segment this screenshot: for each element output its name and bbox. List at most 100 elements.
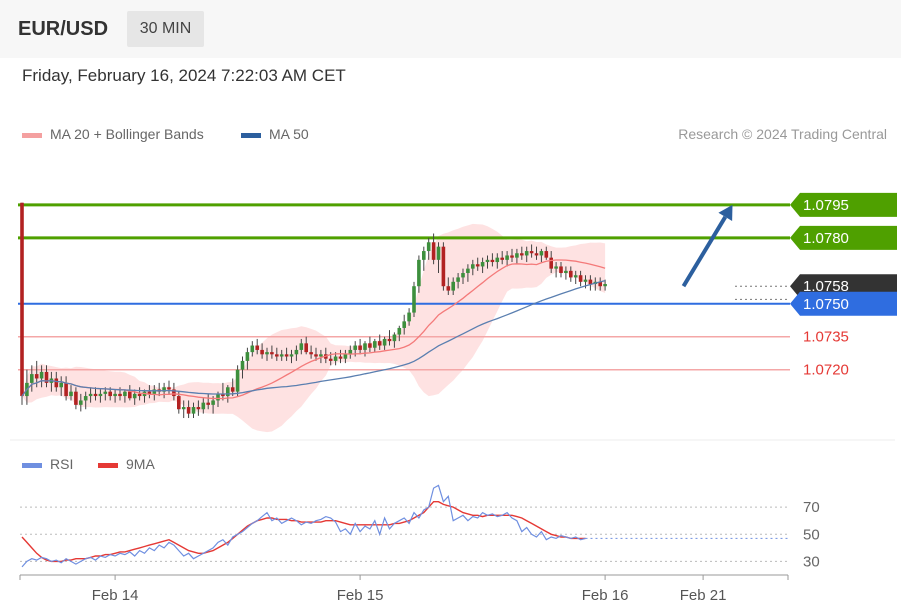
candle [186, 400, 191, 419]
candle [181, 400, 186, 419]
candle-body [284, 354, 289, 357]
candle-body [363, 343, 367, 350]
candle-body [417, 259, 421, 287]
candle-body [451, 281, 455, 291]
candle-body [490, 259, 495, 263]
candle [544, 246, 549, 260]
forecast-arrow-head [718, 204, 733, 222]
legend-label-rsi: RSI [50, 456, 74, 472]
timeframe-button[interactable]: 30 MIN [127, 11, 204, 47]
candle-body [397, 327, 402, 335]
candle [343, 349, 348, 364]
candle [147, 385, 152, 399]
rsi-ma-line [21, 501, 586, 563]
candle-body [456, 277, 460, 282]
candle-body [466, 268, 470, 274]
legend-rsi-ma: 9MA [98, 456, 155, 472]
candle [196, 400, 201, 416]
x-ticks: Feb 14 Feb 15 Feb 16 Feb 21 [19, 575, 789, 604]
candle-body [475, 264, 480, 267]
candle-body [343, 354, 348, 359]
candle-body [152, 389, 157, 394]
candle-body [137, 393, 142, 397]
candle [245, 347, 250, 370]
candle-body [402, 321, 406, 328]
x-tick: Feb 15 [337, 575, 384, 604]
x-tick-label: Feb 16 [582, 587, 629, 604]
legend-swatch-bollinger [22, 132, 42, 138]
candle [44, 365, 49, 388]
candle-body [436, 246, 441, 260]
candle [235, 365, 240, 397]
candle-body [573, 275, 578, 278]
candle-body [485, 259, 490, 263]
research-credit: Research © 2024 Trading Central [678, 126, 887, 142]
level-badge-1.0750: 1.0750 [790, 291, 897, 316]
candle-body [309, 352, 313, 355]
candle-body [333, 356, 338, 361]
candle-body [132, 393, 137, 399]
legend-bollinger: MA 20 + Bollinger Bands [22, 126, 204, 142]
candle [260, 343, 264, 359]
candle-body [147, 391, 152, 394]
candle-body [382, 338, 387, 346]
candle [172, 382, 176, 401]
candle-body [196, 407, 201, 410]
candle [456, 273, 460, 289]
rsi-tick-label: 50 [803, 526, 820, 543]
candle-body [206, 402, 210, 405]
candle-body [34, 374, 39, 379]
candle-body [98, 393, 103, 397]
candle [441, 242, 446, 291]
candle [83, 391, 88, 410]
candle [549, 251, 553, 274]
candle [505, 251, 509, 267]
candle [284, 347, 289, 361]
candle-body [304, 343, 308, 353]
candle [426, 237, 431, 260]
candle [451, 277, 455, 295]
level-badge-shape [790, 192, 897, 217]
candle-body [559, 266, 563, 274]
candle [377, 334, 382, 350]
candle [402, 314, 406, 335]
candle [534, 246, 539, 260]
candle-body [387, 338, 392, 342]
candle [74, 387, 78, 410]
candle [539, 248, 544, 263]
candle [382, 336, 387, 350]
candle [475, 257, 480, 271]
candle-body [328, 358, 333, 361]
candle-body [20, 202, 24, 397]
candle-body [123, 391, 127, 397]
x-tick-label: Feb 15 [337, 587, 384, 604]
candle-body [108, 391, 112, 397]
candle [299, 338, 304, 355]
level-label-1.0750: 1.0750 [803, 296, 849, 313]
forecast-arrow [681, 204, 733, 288]
candle-body [495, 257, 500, 263]
candle-body [83, 396, 88, 401]
candle-body [505, 255, 509, 260]
candle [480, 257, 485, 274]
candle-body [431, 242, 436, 260]
legend-label-ma50: MA 50 [269, 126, 309, 142]
candle-body [270, 352, 274, 355]
candle-body [230, 387, 235, 392]
candle [294, 345, 299, 361]
x-tick-label: Feb 21 [680, 587, 727, 604]
candle-body [255, 345, 259, 350]
candle-body [226, 387, 230, 397]
rsi-tick-label: 70 [803, 499, 820, 516]
candle [559, 262, 563, 278]
candle-body [358, 345, 362, 350]
candle-body [480, 262, 485, 267]
bollinger-bands [22, 223, 606, 433]
level-label-1.0758: 1.0758 [803, 278, 849, 295]
candle-body [314, 354, 318, 357]
candle-body [201, 402, 206, 410]
candle [88, 387, 93, 403]
candle [578, 270, 583, 287]
candle-body [128, 391, 132, 399]
